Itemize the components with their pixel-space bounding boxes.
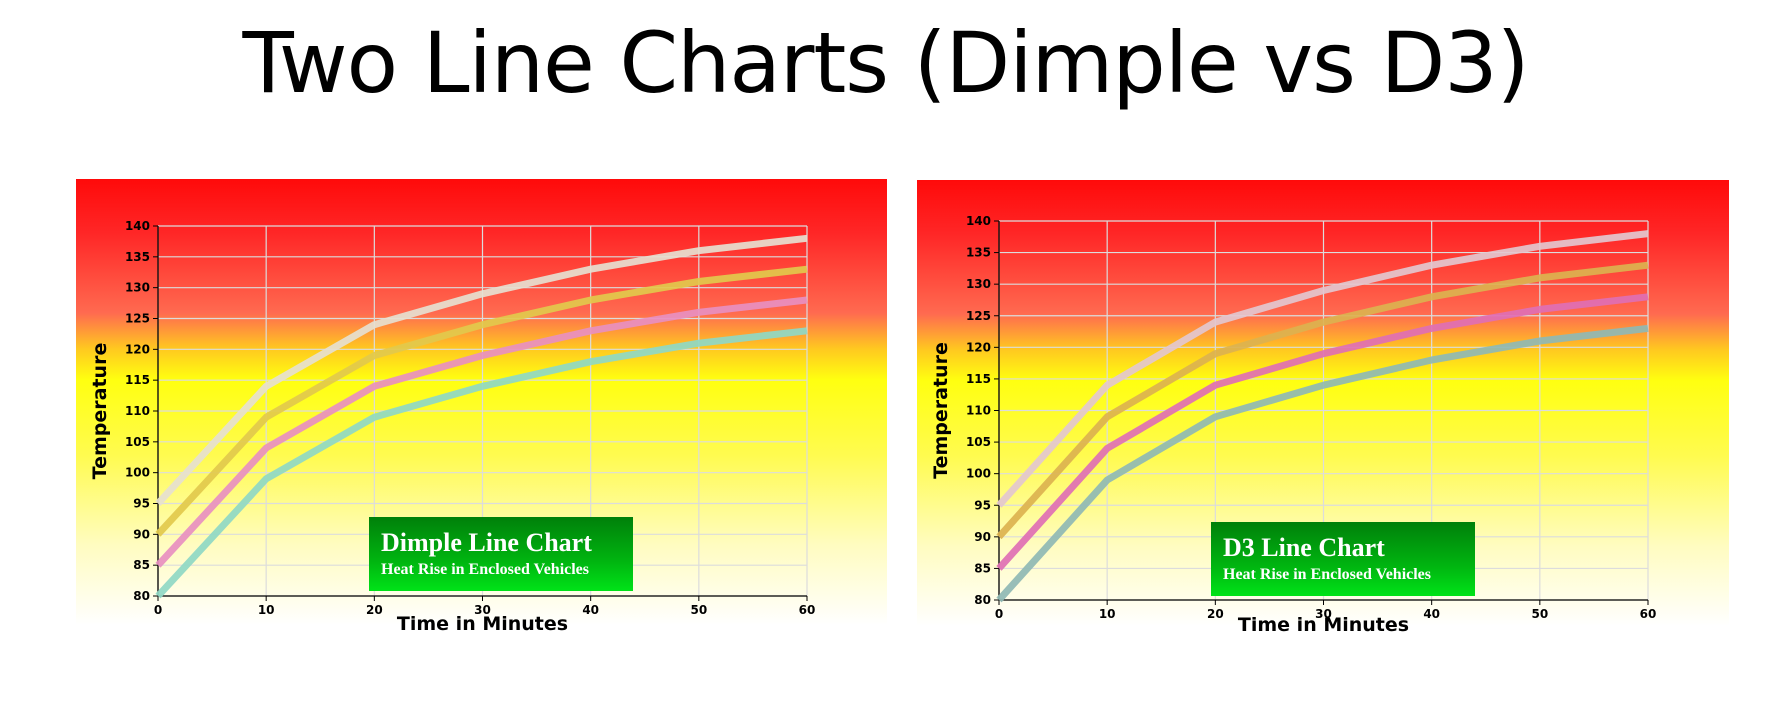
x-tick-label: 40	[582, 603, 599, 617]
y-tick-label: 115	[125, 373, 150, 387]
y-tick-label: 90	[974, 530, 991, 544]
y-axis-label: Temperature	[89, 343, 111, 480]
x-axis-label: Time in Minutes	[397, 613, 568, 635]
series-line-1	[996, 230, 1649, 508]
y-tick-label: 125	[125, 312, 150, 326]
y-axis-label: Temperature	[930, 342, 952, 479]
series-line-4	[155, 327, 808, 599]
chart-caption-box: Dimple Line Chart Heat Rise in Enclosed V…	[369, 517, 633, 591]
y-tick-label: 120	[966, 340, 991, 354]
y-tick-label: 100	[125, 466, 150, 480]
chart-caption-subtitle: Heat Rise in Enclosed Vehicles	[1223, 566, 1432, 583]
y-tick-label: 110	[125, 404, 150, 418]
y-tick-label: 100	[966, 467, 991, 481]
x-tick-label: 30	[1315, 607, 1332, 621]
y-tick-label: 85	[974, 561, 991, 575]
y-tick-label: 135	[966, 246, 991, 260]
series-line-4	[996, 324, 1649, 603]
y-tick-label: 140	[966, 214, 991, 228]
d3-chart-panel: 0 10 20 30 40 50 60 80 85 90 95 100 105 110 115 120 125 1…	[917, 180, 1729, 650]
chart-caption-subtitle: Heat Rise in Enclosed Vehicles	[381, 561, 590, 578]
x-tick-label: 0	[154, 603, 162, 617]
series-line-1	[155, 234, 808, 506]
y-tick-label: 105	[125, 435, 150, 449]
y-tick-label: 110	[966, 404, 991, 418]
y-tick-label: 120	[125, 342, 150, 356]
series-line-3	[996, 293, 1649, 571]
y-tick-label: 125	[966, 309, 991, 323]
chart-caption-title: Dimple Line Chart	[381, 528, 592, 557]
series-line-2	[155, 265, 808, 537]
y-tick-label: 90	[133, 527, 150, 541]
slide-title: Two Line Charts (Dimple vs D3)	[242, 14, 1530, 112]
chart-caption-title: D3 Line Chart	[1223, 533, 1385, 562]
y-tick-label: 95	[974, 498, 991, 512]
x-tick-label: 60	[799, 603, 816, 617]
dimple-chart-panel: 0 10 20 30 40 50 60 80 85 90 95 100 105 110 115 120 125 1…	[76, 179, 887, 649]
x-tick-label: 40	[1423, 607, 1440, 621]
x-tick-label: 10	[1099, 607, 1116, 621]
x-tick-label: 60	[1640, 607, 1657, 621]
y-tick-label: 85	[133, 558, 150, 572]
x-tick-label: 50	[1531, 607, 1548, 621]
x-tick-label: 0	[995, 607, 1003, 621]
y-tick-label: 115	[966, 372, 991, 386]
y-tick-label: 130	[966, 277, 991, 291]
y-tick-label: 135	[125, 250, 150, 264]
x-axis-label: Time in Minutes	[1238, 614, 1409, 636]
series-line-3	[155, 296, 808, 568]
y-tick-label: 130	[125, 281, 150, 295]
x-tick-label: 20	[366, 603, 383, 617]
y-tick-label: 80	[974, 593, 991, 607]
x-tick-label: 20	[1207, 607, 1224, 621]
x-tick-label: 30	[474, 603, 491, 617]
y-tick-label: 80	[133, 589, 150, 603]
x-tick-label: 10	[258, 603, 275, 617]
y-tick-label: 95	[133, 497, 150, 511]
series-line-2	[996, 261, 1649, 540]
chart-caption-box: D3 Line Chart Heat Rise in Enclosed Vehic…	[1211, 522, 1475, 596]
y-tick-label: 105	[966, 435, 991, 449]
y-tick-label: 140	[125, 219, 150, 233]
x-tick-label: 50	[690, 603, 707, 617]
